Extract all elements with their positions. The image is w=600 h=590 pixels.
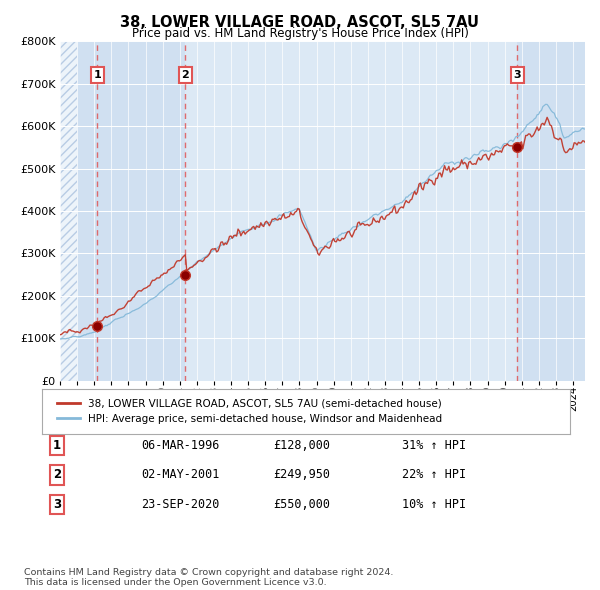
Bar bbox=[60, 41, 77, 381]
Text: 31% ↑ HPI: 31% ↑ HPI bbox=[402, 439, 466, 452]
Legend: 38, LOWER VILLAGE ROAD, ASCOT, SL5 7AU (semi-detached house), HPI: Average price: 38, LOWER VILLAGE ROAD, ASCOT, SL5 7AU (… bbox=[52, 395, 446, 428]
Text: 1: 1 bbox=[94, 70, 101, 80]
Text: 23-SEP-2020: 23-SEP-2020 bbox=[141, 498, 220, 511]
Bar bbox=[77, 41, 97, 381]
Text: 3: 3 bbox=[513, 70, 521, 80]
Bar bbox=[97, 41, 185, 381]
Bar bbox=[60, 41, 77, 381]
Bar bbox=[517, 41, 585, 381]
Text: Contains HM Land Registry data © Crown copyright and database right 2024.
This d: Contains HM Land Registry data © Crown c… bbox=[24, 568, 394, 587]
Text: £550,000: £550,000 bbox=[273, 498, 330, 511]
Text: 02-MAY-2001: 02-MAY-2001 bbox=[141, 468, 220, 481]
Text: Price paid vs. HM Land Registry's House Price Index (HPI): Price paid vs. HM Land Registry's House … bbox=[131, 27, 469, 40]
Bar bbox=[185, 41, 517, 381]
Text: £249,950: £249,950 bbox=[273, 468, 330, 481]
Text: 06-MAR-1996: 06-MAR-1996 bbox=[141, 439, 220, 452]
Text: 3: 3 bbox=[53, 498, 61, 511]
Text: £128,000: £128,000 bbox=[273, 439, 330, 452]
Text: 2: 2 bbox=[181, 70, 189, 80]
Text: 10% ↑ HPI: 10% ↑ HPI bbox=[402, 498, 466, 511]
Text: 38, LOWER VILLAGE ROAD, ASCOT, SL5 7AU: 38, LOWER VILLAGE ROAD, ASCOT, SL5 7AU bbox=[121, 15, 479, 30]
Text: 2: 2 bbox=[53, 468, 61, 481]
Text: 1: 1 bbox=[53, 439, 61, 452]
Text: 22% ↑ HPI: 22% ↑ HPI bbox=[402, 468, 466, 481]
